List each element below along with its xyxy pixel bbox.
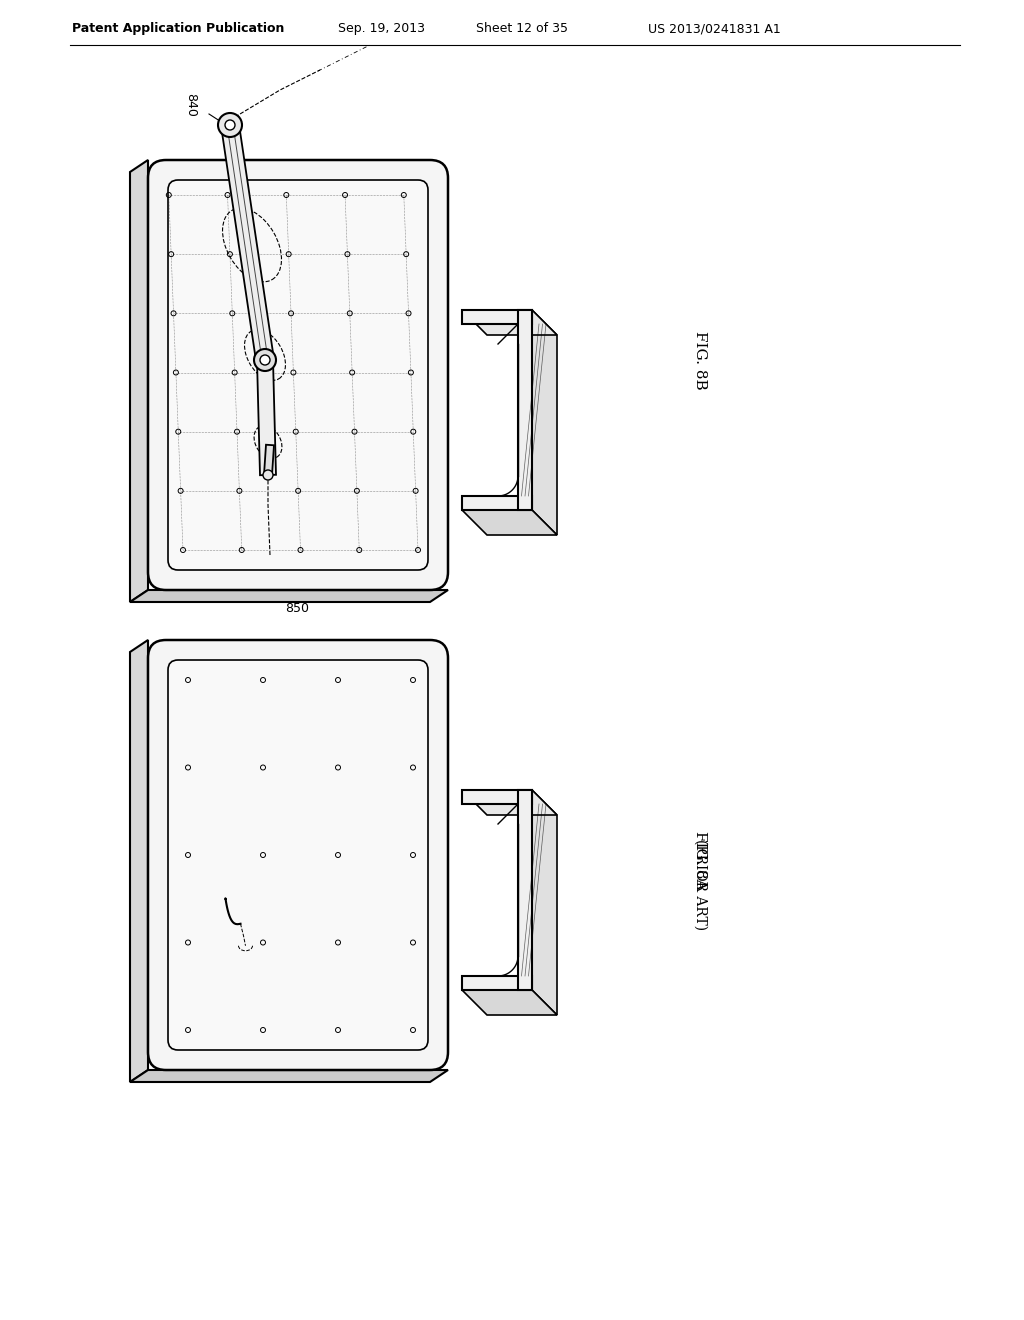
- Circle shape: [260, 355, 270, 366]
- Polygon shape: [130, 590, 449, 602]
- Polygon shape: [221, 124, 273, 362]
- Polygon shape: [518, 310, 532, 510]
- Polygon shape: [130, 160, 148, 602]
- Polygon shape: [462, 789, 532, 804]
- Circle shape: [218, 114, 242, 137]
- FancyBboxPatch shape: [168, 660, 428, 1049]
- Polygon shape: [518, 789, 532, 990]
- Circle shape: [254, 348, 276, 371]
- Polygon shape: [462, 310, 532, 323]
- Text: US 2013/0241831 A1: US 2013/0241831 A1: [648, 22, 780, 36]
- FancyBboxPatch shape: [148, 640, 449, 1071]
- Text: Patent Application Publication: Patent Application Publication: [72, 22, 285, 36]
- Text: FIG. 8B: FIG. 8B: [693, 331, 707, 389]
- Polygon shape: [532, 789, 557, 1015]
- Polygon shape: [130, 640, 148, 1082]
- Text: (PRIOR ART): (PRIOR ART): [693, 840, 707, 931]
- Circle shape: [225, 120, 234, 129]
- Text: Sheet 12 of 35: Sheet 12 of 35: [476, 22, 568, 36]
- Polygon shape: [462, 310, 557, 335]
- Text: 800: 800: [195, 879, 208, 903]
- Polygon shape: [264, 445, 274, 475]
- Polygon shape: [462, 990, 557, 1015]
- Circle shape: [263, 470, 273, 480]
- Polygon shape: [257, 360, 276, 475]
- Polygon shape: [462, 975, 532, 990]
- Polygon shape: [462, 496, 532, 510]
- Text: Sep. 19, 2013: Sep. 19, 2013: [338, 22, 425, 36]
- Text: 850: 850: [285, 602, 309, 615]
- Polygon shape: [130, 1071, 449, 1082]
- FancyBboxPatch shape: [148, 160, 449, 590]
- FancyBboxPatch shape: [168, 180, 428, 570]
- Polygon shape: [462, 789, 557, 814]
- Polygon shape: [532, 310, 557, 535]
- Polygon shape: [462, 510, 557, 535]
- Text: 840: 840: [184, 94, 197, 117]
- Text: FIG. 8A: FIG. 8A: [693, 830, 707, 890]
